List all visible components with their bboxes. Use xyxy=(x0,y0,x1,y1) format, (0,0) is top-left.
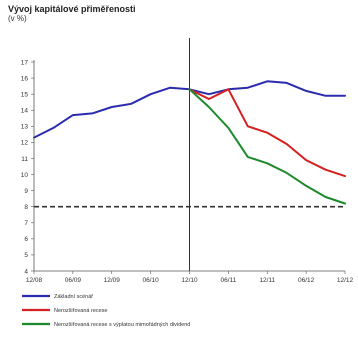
y-tick-label: 8 xyxy=(24,204,28,211)
x-tick-label: 12/12 xyxy=(337,277,354,284)
y-tick-label: 12 xyxy=(21,140,29,147)
x-tick-label: 12/08 xyxy=(26,277,43,284)
x-tick-label: 12/09 xyxy=(104,277,121,284)
x-tick-label: 06/11 xyxy=(220,277,236,284)
chart-subtitle: (v %) xyxy=(8,14,27,23)
x-tick-label: 12/10 xyxy=(181,277,198,284)
x-tick-label: 06/12 xyxy=(298,277,315,284)
legend-label-2: Nerozšiřovaná recese xyxy=(54,308,108,314)
legend-label-1: Základní scénář xyxy=(54,294,93,300)
series-layer xyxy=(33,80,346,205)
x-tick-label: 06/10 xyxy=(142,277,159,284)
y-tick-label: 16 xyxy=(21,75,29,82)
y-tick-label: 17 xyxy=(21,59,29,66)
axis-layer: 4 5 6 7 8 9 10 11 12 13 14 15 16 17 12/08 06/09 12/09 06/… xyxy=(21,59,354,284)
y-tick-label: 15 xyxy=(21,91,29,98)
chart-title: Vývoj kapitálové přiměřenosti xyxy=(8,4,136,14)
y-tick-label: 13 xyxy=(21,124,29,131)
y-tick-label: 4 xyxy=(24,268,28,275)
y-tick-label: 14 xyxy=(21,108,29,115)
grid-layer xyxy=(34,38,345,271)
x-tick-label: 12/11 xyxy=(259,277,275,284)
x-tick-label: 06/09 xyxy=(65,277,82,284)
y-tick-label: 7 xyxy=(24,220,28,227)
series-line-2 xyxy=(188,88,346,178)
y-tick-label: 10 xyxy=(21,172,29,179)
y-tick-label: 9 xyxy=(24,188,28,195)
legend-layer: Základní scénář Nerozšiřovaná recese Neroz… xyxy=(22,294,190,328)
series-line-3 xyxy=(188,88,346,205)
legend-label-3: Nerozšiřovaná recese s výplatou mimořádn… xyxy=(54,322,190,328)
y-tick-label: 6 xyxy=(24,236,28,243)
y-tick-label: 11 xyxy=(21,156,28,163)
y-tick-label: 5 xyxy=(24,252,28,259)
